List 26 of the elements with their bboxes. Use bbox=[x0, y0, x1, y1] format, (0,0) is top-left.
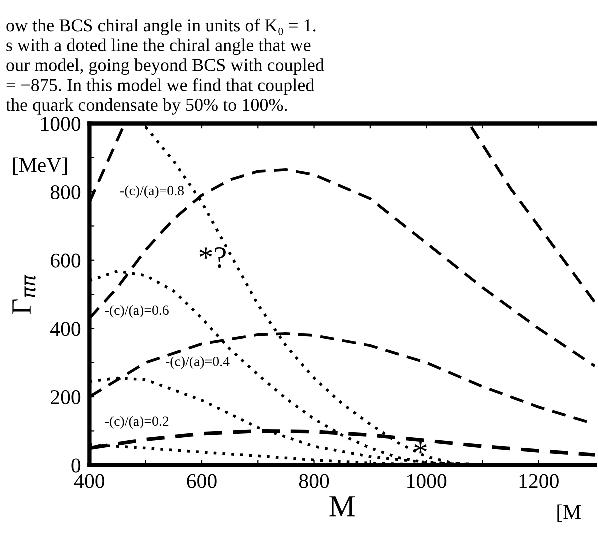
text: ow the BCS chiral angle in units of K₀ = 1. bbox=[6, 18, 316, 36]
text: [MeV] bbox=[14, 158, 68, 175]
annotation: -(c)/(a)=0.4 bbox=[166, 356, 230, 370]
annotation: * bbox=[414, 442, 427, 454]
y-tick-label: 600 bbox=[51, 254, 81, 268]
y-axis-title: Γ$_{ππ}$ bbox=[12, 274, 36, 314]
y-tick-label: 200 bbox=[51, 390, 81, 404]
text: s with a doted line the chiral angle that we bbox=[6, 38, 311, 56]
y-tick-label: 400 bbox=[50, 322, 81, 336]
text: [M bbox=[558, 504, 581, 522]
annotation: *? bbox=[200, 248, 226, 268]
x-tick-label: 600 bbox=[187, 474, 217, 488]
text: the quark condensate by 50% to 100%. bbox=[6, 98, 288, 115]
x-tick-label: 1000 bbox=[408, 474, 447, 488]
x-axis-title: M bbox=[330, 496, 356, 517]
text: = −875. In this model we find that coupled bbox=[6, 78, 314, 96]
y-tick-label: 0 bbox=[72, 458, 81, 473]
y-tick-label: 800 bbox=[50, 185, 81, 200]
x-tick-label: 800 bbox=[299, 474, 330, 488]
x-tick-label: 400 bbox=[74, 474, 105, 488]
x-tick-label: 1200 bbox=[520, 474, 559, 488]
annotation: -(c)/(a)=0.6 bbox=[105, 305, 169, 318]
text: our model, going beyond BCS with coupled bbox=[6, 58, 324, 76]
annotation: -(c)/(a)=0.2 bbox=[105, 416, 169, 429]
annotation: -(c)/(a)=0.8 bbox=[120, 186, 184, 198]
y-tick-label: 1000 bbox=[42, 117, 81, 132]
